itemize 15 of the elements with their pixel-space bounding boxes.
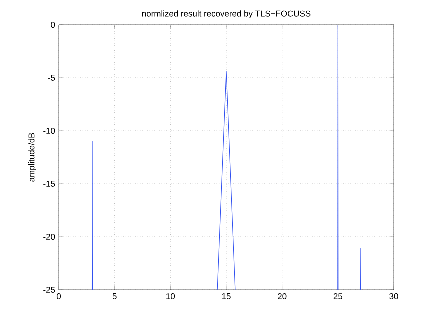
x-tick-label: 5 [112,294,117,300]
y-tick-label: -15 [44,181,56,187]
x-tick-label: 25 [334,294,343,300]
x-tick-label: 15 [222,294,231,300]
x-tick-label: 0 [56,294,62,300]
chart-title: normlized result recovered by TLS−FOCUSS [142,10,311,18]
x-tick-label: 20 [278,294,287,300]
y-tick-label: -20 [44,234,56,240]
y-tick-label: -25 [44,287,56,293]
y-tick-label: 0 [51,22,56,28]
x-tick-label: 30 [390,294,398,300]
y-axis-title: amplitude/dB [28,133,36,182]
x-tick-label: 10 [166,294,176,300]
y-tick-label: -5 [48,75,56,81]
y-tick-label: -10 [44,128,56,134]
